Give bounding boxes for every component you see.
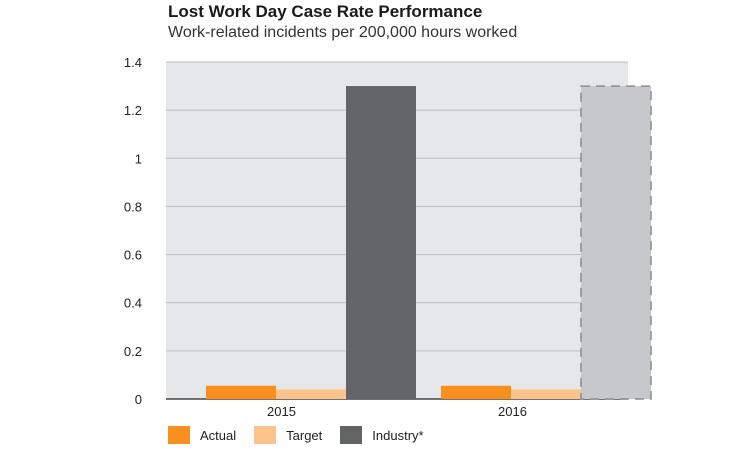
legend-item-industry: Industry* [340,426,424,444]
y-tick-label: 0.2 [124,344,142,359]
legend-label-target: Target [286,427,323,443]
legend-label-actual: Actual [200,427,237,443]
bar-target-2016 [511,389,581,399]
chart-subtitle: Work-related incidents per 200,000 hours… [168,24,518,41]
x-tick-label: 2016 [498,404,527,419]
legend-swatch-target [254,426,277,444]
y-tick-label: 0.4 [124,296,142,311]
y-tick-label: 0.8 [124,199,142,214]
bar-industry-2016 [580,85,652,400]
legend-label-industry: Industry* [372,427,424,443]
legend: Actual Target Industry* [168,426,442,444]
bar-target-2015 [276,389,346,399]
legend-swatch-industry [340,426,363,444]
y-tick-label: 0.6 [124,248,142,263]
legend-swatch-actual [168,426,190,444]
legend-item-actual: Actual [168,426,236,444]
y-tick-label: 1.4 [124,55,142,70]
bar-actual-2015 [206,385,276,399]
x-tick-label: 2015 [267,404,296,419]
bar-chart: 0 0.2 0.4 0.6 0.8 1 1.2 1.4 2015 2016 [124,55,652,419]
y-tick-label: 0 [135,392,142,407]
y-tick-label: 1 [135,151,142,166]
chart-title: Lost Work Day Case Rate Performance [168,2,483,21]
legend-item-target: Target [254,426,322,444]
bar-actual-2016 [441,385,511,399]
bar-industry-2015 [346,86,416,400]
y-tick-label: 1.2 [124,103,142,118]
